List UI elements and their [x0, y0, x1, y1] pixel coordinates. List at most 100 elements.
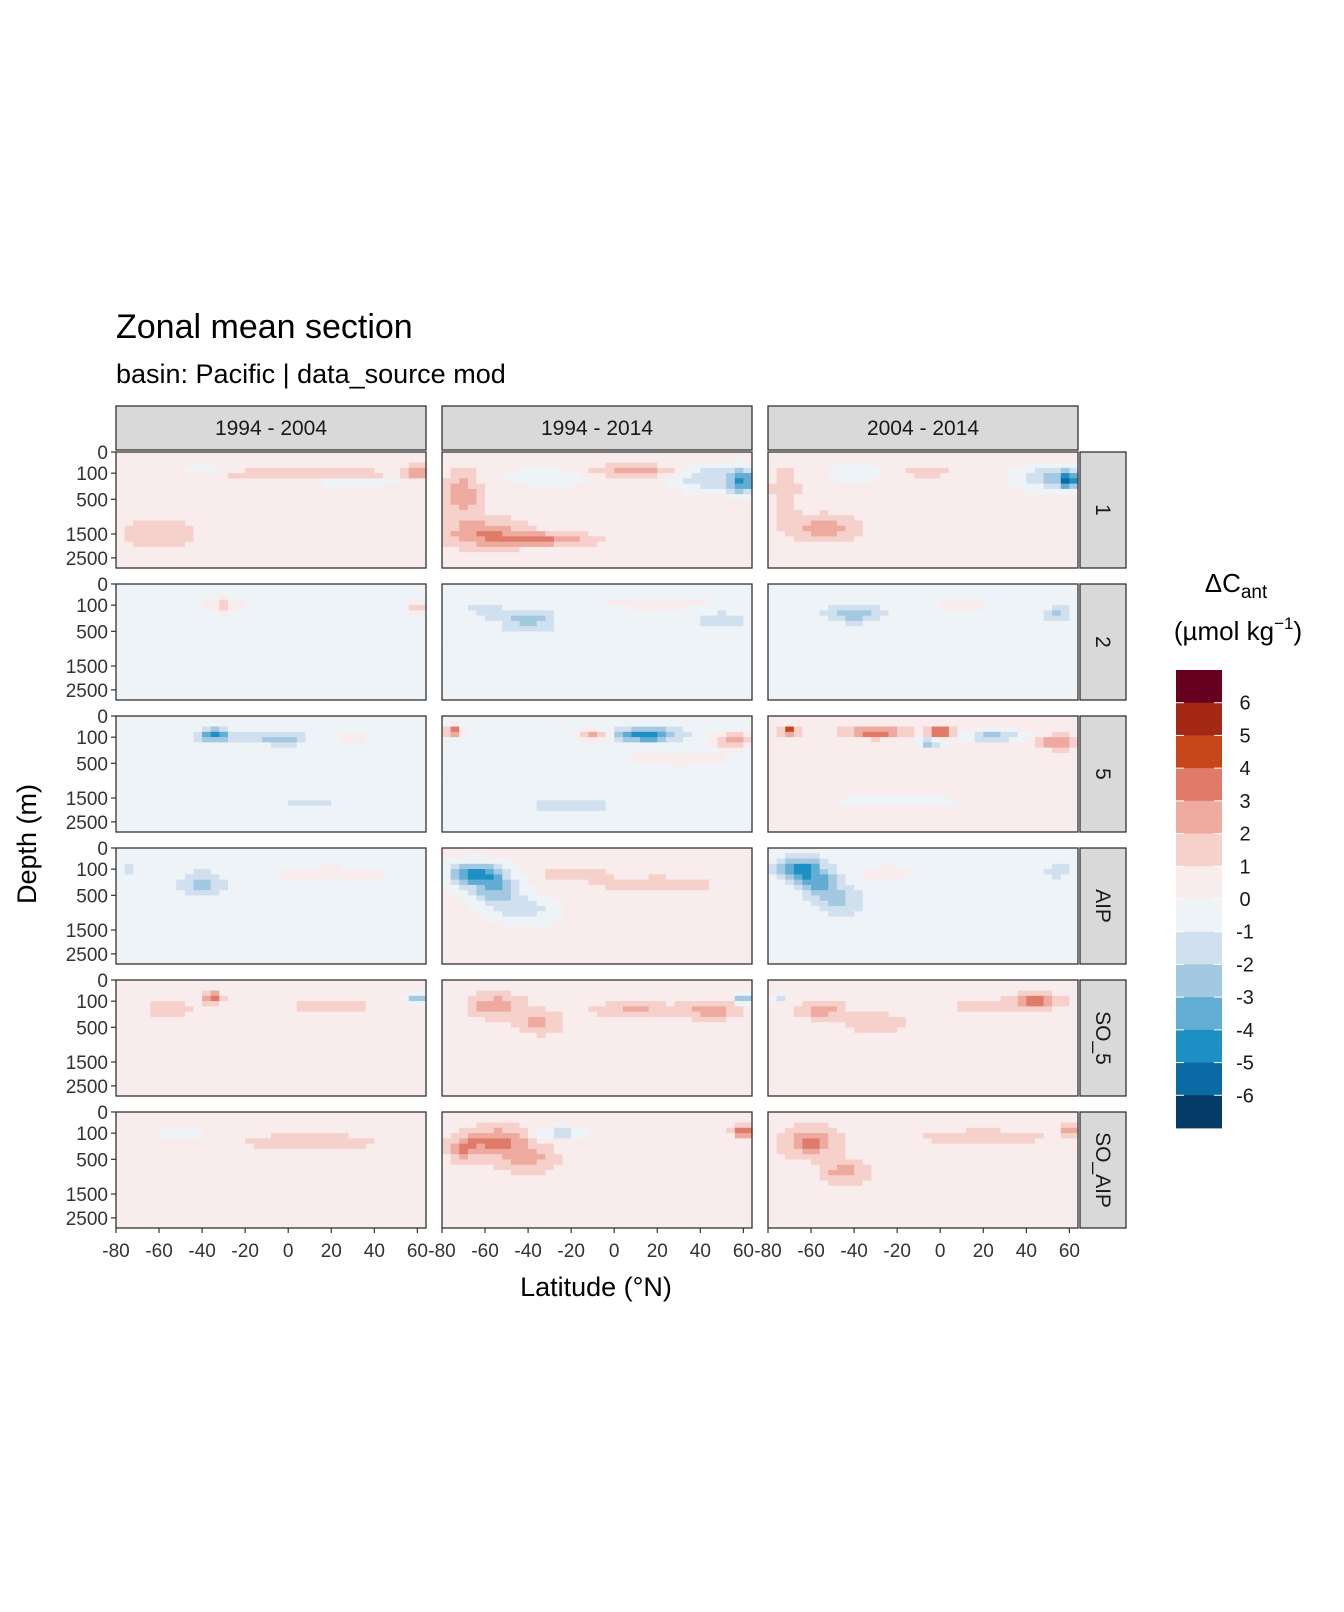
heat-cell: [150, 805, 160, 812]
heat-cell: [348, 541, 358, 548]
heat-cell: [588, 684, 598, 691]
heat-cell: [862, 531, 872, 537]
heat-cell: [116, 800, 126, 807]
heat-cell: [510, 478, 521, 485]
heat-cell: [914, 657, 924, 664]
heat-cell: [450, 615, 460, 622]
heat-cell: [931, 694, 941, 701]
heat-cell: [124, 821, 134, 828]
heat-cell: [528, 510, 538, 516]
heat-cell: [553, 452, 564, 458]
heat-cell: [493, 457, 503, 464]
heat-cell: [562, 557, 572, 564]
heat-cell: [184, 499, 195, 506]
heat-cell: [417, 536, 427, 543]
heat-cell: [836, 631, 847, 638]
heat-cell: [150, 499, 160, 506]
heat-cell: [683, 642, 693, 648]
heat-cell: [622, 626, 633, 633]
heat-cell: [184, 483, 195, 490]
heat-cell: [966, 510, 976, 516]
heat-cell: [845, 642, 855, 648]
heat-cell: [124, 768, 134, 775]
heat-cell: [159, 494, 169, 501]
heat-cell: [845, 515, 855, 522]
heat-cell: [665, 483, 676, 490]
heat-cell: [674, 541, 684, 548]
heat-cell: [828, 647, 838, 654]
heat-cell: [374, 499, 384, 506]
heat-cell: [528, 515, 538, 522]
heat-cell: [888, 684, 898, 691]
heat-cell: [193, 678, 203, 685]
heat-cell: [845, 525, 855, 532]
heat-cell: [219, 584, 229, 590]
heat-cell: [579, 510, 589, 516]
heat-cell: [948, 694, 959, 701]
heat-cell: [202, 594, 212, 601]
heat-cell: [133, 531, 143, 537]
heat-cell: [776, 483, 786, 490]
heat-cell: [253, 605, 263, 611]
heat-cell: [571, 599, 581, 606]
heat-cell: [888, 636, 898, 643]
heat-cell: [717, 499, 727, 506]
heat-cell: [150, 452, 160, 458]
heat-cell: [683, 520, 693, 527]
heat-cell: [510, 610, 521, 617]
heat-cell: [1043, 668, 1053, 675]
heat-cell: [176, 457, 186, 464]
heat-cell: [167, 758, 177, 765]
heat-cell: [357, 694, 367, 701]
heat-cell: [854, 562, 864, 569]
heat-cell: [726, 457, 736, 464]
heat-cell: [476, 562, 486, 569]
heat-cell: [510, 663, 521, 669]
heat-cell: [450, 473, 460, 479]
heat-cell: [665, 557, 676, 564]
heat-cell: [305, 546, 315, 553]
heat-cell: [571, 663, 581, 669]
heat-cell: [348, 668, 358, 675]
heat-cell: [545, 483, 555, 490]
heat-cell: [536, 531, 546, 537]
heat-cell: [528, 589, 538, 596]
heat-cell: [296, 689, 307, 696]
heat-cell: [553, 510, 564, 516]
heat-cell: [227, 636, 238, 643]
heat-cell: [923, 663, 933, 669]
heat-cell: [184, 589, 195, 596]
heat-cell: [793, 452, 804, 458]
heat-cell: [836, 684, 847, 691]
heat-cell: [150, 615, 160, 622]
heat-cell: [1000, 684, 1010, 691]
heat-cell: [991, 636, 1002, 643]
heat-cell: [776, 663, 786, 669]
heat-cell: [588, 457, 598, 464]
heat-cell: [365, 520, 375, 527]
heat-cell: [811, 546, 821, 553]
heat-cell: [1009, 462, 1019, 469]
heat-cell: [184, 768, 195, 775]
heat-cell: [734, 515, 744, 522]
heat-cell: [802, 531, 812, 537]
heat-cell: [408, 605, 418, 611]
heat-cell: [657, 673, 667, 680]
heat-cell: [862, 541, 872, 548]
heat-cell: [502, 689, 512, 696]
heat-cell: [948, 536, 959, 543]
heat-cell: [940, 531, 950, 537]
heat-cell: [888, 562, 898, 569]
heat-cell: [467, 652, 478, 659]
heat-cell: [914, 642, 924, 648]
heat-cell: [879, 520, 890, 527]
heat-cell: [983, 499, 993, 506]
heat-cell: [974, 541, 984, 548]
heat-cell: [348, 452, 358, 458]
heat-cell: [202, 668, 212, 675]
heat-cell: [519, 678, 529, 685]
heat-cell: [545, 531, 555, 537]
heat-cell: [510, 636, 521, 643]
heat-cell: [691, 631, 701, 638]
heat-cell: [210, 605, 220, 611]
